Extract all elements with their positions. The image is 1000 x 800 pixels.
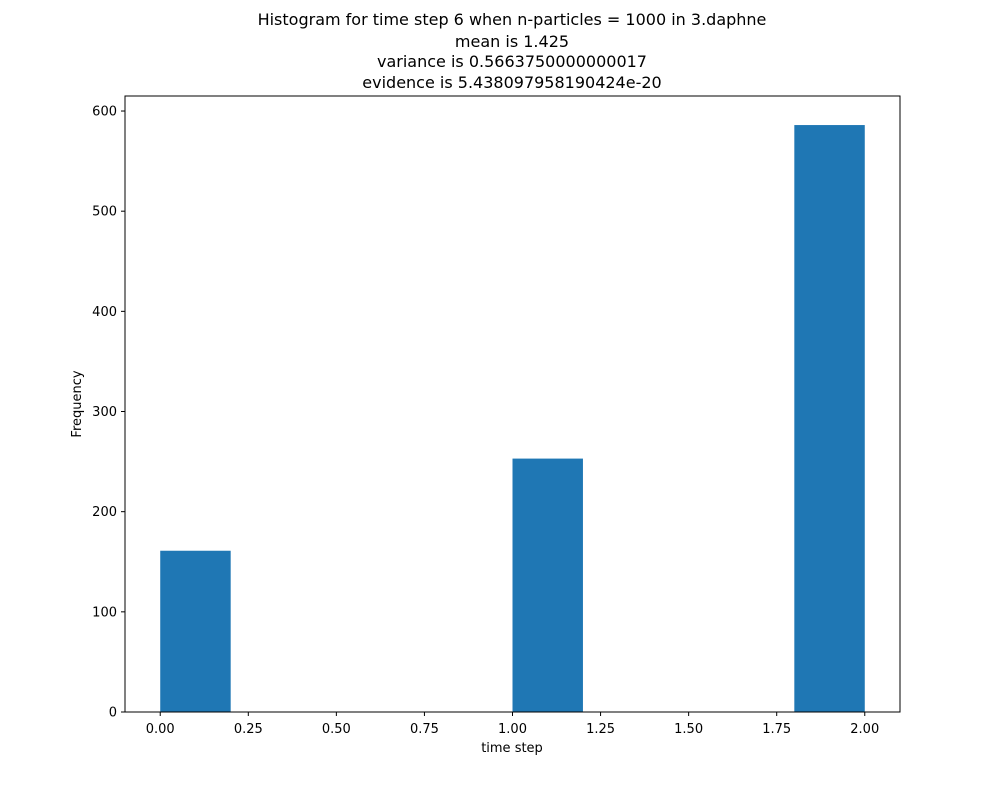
x-tick-label-5: 1.25 [586,722,615,737]
y-tick-label-3: 300 [92,405,117,420]
x-tick-label-6: 1.50 [674,722,703,737]
x-tick-label-2: 0.50 [322,722,351,737]
title-line-4: evidence is 5.438097958190424e-20 [362,73,661,92]
title-line-1: Histogram for time step 6 when n-particl… [258,10,767,29]
x-tick-label-4: 1.00 [498,722,527,737]
y-tick-label-1: 100 [92,605,117,620]
y-tick-label-6: 600 [92,105,117,120]
title-line-3: variance is 0.5663750000000017 [377,52,647,71]
histogram-bar-1 [512,458,583,712]
histogram-bar-2 [794,125,865,713]
x-tick-label-7: 1.75 [762,722,791,737]
y-tick-label-4: 400 [92,305,117,320]
x-tick-label-1: 0.25 [234,722,263,737]
y-tick-label-5: 500 [92,205,117,220]
x-tick-label-0: 0.00 [146,722,175,737]
bars-group [160,125,865,713]
histogram-bar-0 [160,550,231,712]
x-axis: 0.00 0.25 0.50 0.75 1.00 1.25 1.50 1.75 2.00 [146,712,879,737]
chart-title: Histogram for time step 6 when n-particl… [258,10,767,92]
y-axis-label: Frequency [70,370,85,437]
x-tick-label-3: 0.75 [410,722,439,737]
y-axis: 0 100 200 300 400 500 600 [92,105,125,721]
y-tick-label-0: 0 [109,706,117,721]
x-tick-label-8: 2.00 [850,722,879,737]
title-line-2: mean is 1.425 [455,32,569,51]
x-axis-label: time step [481,741,543,756]
y-tick-label-2: 200 [92,505,117,520]
